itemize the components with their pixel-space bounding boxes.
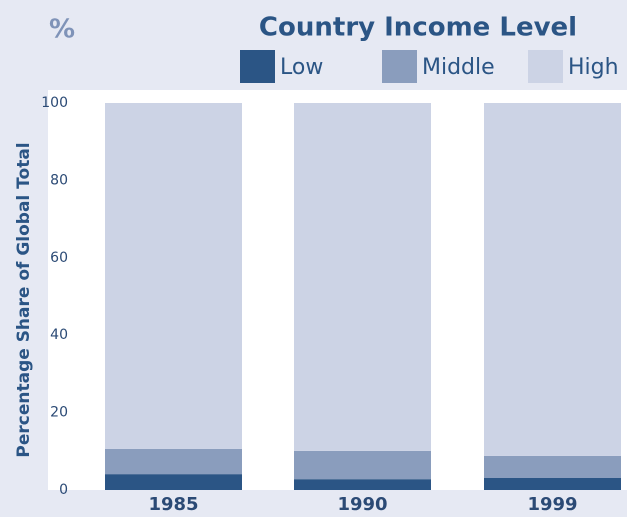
- legend-swatch: [528, 50, 563, 83]
- bar-segment: [484, 103, 621, 456]
- x-tick-label: 1985: [148, 494, 198, 515]
- bar-segment: [294, 479, 431, 490]
- legend-label: Low: [280, 55, 323, 80]
- legend-swatch: [240, 50, 275, 83]
- bar-segment: [294, 450, 431, 480]
- bar-segment: [105, 448, 242, 475]
- bar-segment: [484, 478, 621, 490]
- legend-label: Middle: [422, 55, 495, 80]
- bar-segment: [484, 455, 621, 479]
- y-tick-label: 20: [50, 405, 68, 421]
- bar-segment: [294, 103, 431, 451]
- bar-segment: [105, 474, 242, 490]
- y-tick-label: 100: [41, 95, 68, 111]
- y-tick-label: 60: [50, 250, 68, 266]
- chart-title: Country Income Level: [259, 13, 577, 43]
- bar-segment: [105, 103, 242, 449]
- y-tick-label: 0: [59, 482, 68, 498]
- legend-label: High: [568, 55, 619, 80]
- x-tick-label: 1990: [337, 494, 387, 515]
- unit-label: %: [49, 15, 75, 45]
- x-tick-label: 1999: [527, 494, 577, 515]
- legend-swatch: [382, 50, 417, 83]
- y-tick-label: 80: [50, 172, 68, 188]
- y-axis-label: Percentage Share of Global Total: [14, 142, 34, 457]
- y-tick-label: 40: [50, 327, 68, 343]
